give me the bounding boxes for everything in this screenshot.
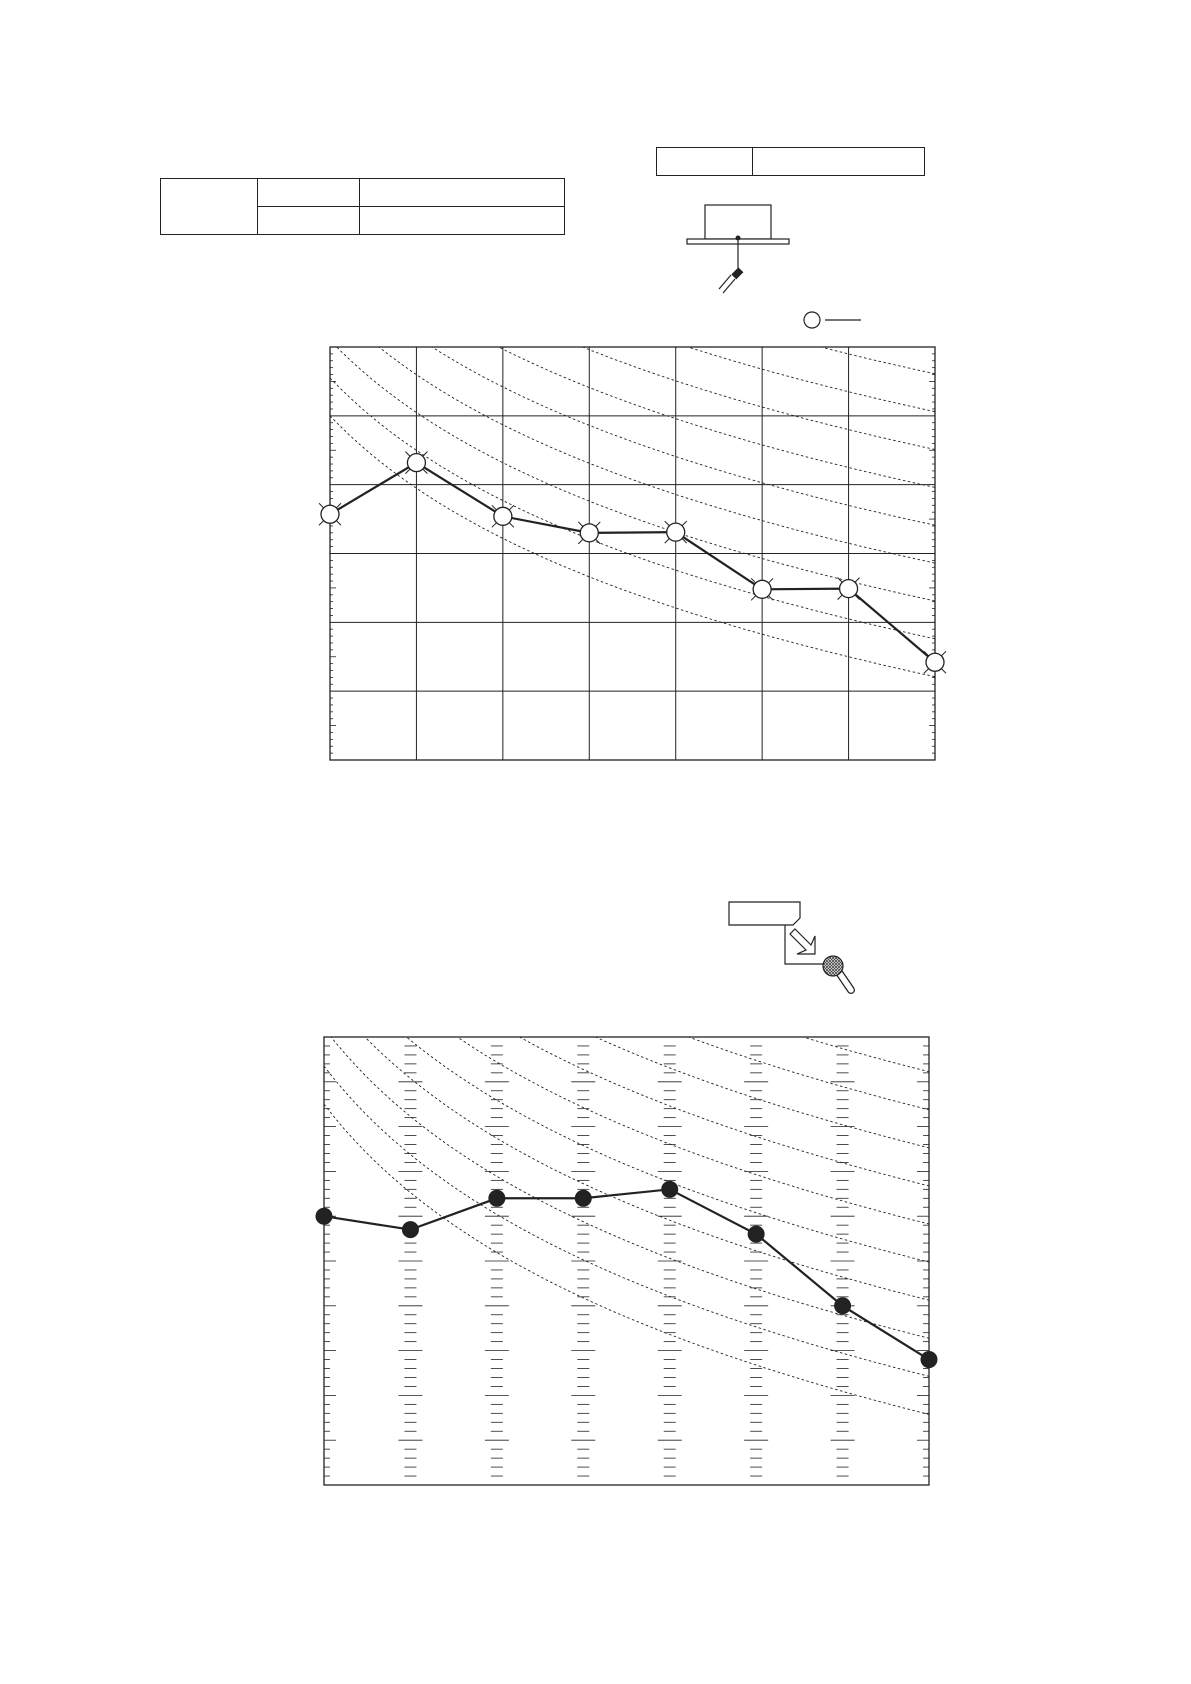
data-point: [320, 504, 340, 524]
ceiling-unit-with-sensor-icon: [686, 204, 790, 294]
data-point: [315, 1207, 333, 1225]
data-point: [493, 506, 513, 526]
series-line: [329, 461, 936, 664]
table-cell: [257, 178, 360, 207]
data-point: [406, 452, 427, 473]
data-point: [574, 1189, 592, 1207]
table-cell: [359, 206, 565, 235]
reference-curve: [330, 1037, 929, 1339]
data-point: [920, 1351, 938, 1369]
data-point: [666, 522, 686, 542]
top-response-chart: [318, 346, 947, 761]
data-point: [401, 1221, 419, 1239]
data-point: [925, 652, 945, 672]
table-cell: [656, 147, 753, 176]
data-point: [752, 579, 772, 599]
data-point: [747, 1225, 765, 1243]
data-point: [838, 578, 859, 599]
data-point: [488, 1189, 506, 1207]
reference-curve: [497, 347, 935, 488]
panel-with-microphone-icon: [728, 901, 855, 994]
reference-curve: [324, 1065, 929, 1377]
reference-curve: [330, 377, 935, 640]
reference-curve: [324, 1103, 929, 1415]
series-line: [323, 1188, 930, 1361]
bottom-response-chart: [315, 1036, 938, 1486]
reference-curve: [431, 347, 935, 526]
data-point: [579, 523, 599, 543]
reference-curve: [364, 1037, 929, 1301]
reference-curve: [378, 347, 935, 564]
reference-curve: [405, 1037, 929, 1263]
reference-curve: [336, 347, 935, 602]
table-cell-label: [160, 178, 258, 235]
table-cell: [752, 147, 925, 176]
data-point: [834, 1297, 852, 1315]
data-point: [661, 1180, 679, 1198]
table-cell: [257, 206, 360, 235]
reference-curve: [330, 415, 935, 678]
open-circle-legend-icon: [803, 311, 861, 329]
table-cell: [359, 178, 565, 207]
